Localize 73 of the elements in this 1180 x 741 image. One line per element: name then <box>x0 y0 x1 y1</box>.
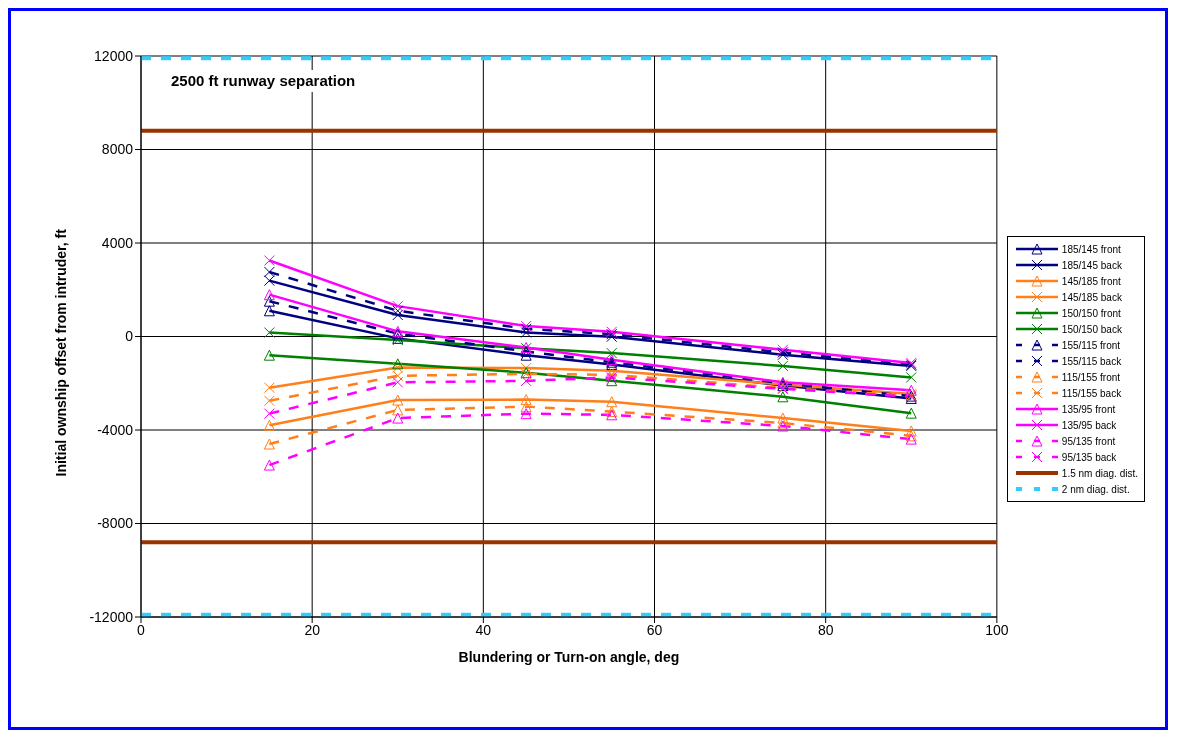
point <box>777 360 789 372</box>
legend-label: 185/145 front <box>1061 243 1121 255</box>
point <box>263 438 275 450</box>
y-tick-label: -12000 <box>89 608 134 625</box>
point <box>520 349 532 361</box>
x-axis-title: Blundering or Turn-on angle, deg <box>458 649 680 665</box>
x-tick-label: 20 <box>304 621 321 638</box>
point <box>606 347 618 359</box>
y-tick-label: 4000 <box>101 234 134 251</box>
point <box>392 404 404 416</box>
point <box>606 396 618 408</box>
y-axis-title: Initial ownship offset from intruder, ft <box>52 228 69 477</box>
point <box>263 305 275 317</box>
point <box>520 408 532 420</box>
point <box>606 375 618 387</box>
point <box>263 382 275 394</box>
point <box>777 391 789 403</box>
point <box>606 365 618 377</box>
point <box>263 266 275 278</box>
point <box>905 384 917 396</box>
legend-label: 95/135 back <box>1061 451 1117 463</box>
x-tick-label: 40 <box>475 621 492 638</box>
point <box>520 394 532 406</box>
legend-label: 145/185 front <box>1061 275 1121 287</box>
point <box>520 327 532 339</box>
legend-label: 115/155 front <box>1061 371 1121 383</box>
point <box>905 407 917 419</box>
y-tick-label: 12000 <box>94 47 134 64</box>
point <box>392 394 404 406</box>
legend-label: 155/115 back <box>1061 355 1122 367</box>
point <box>392 309 404 321</box>
x-tick-label: 100 <box>985 621 1009 638</box>
point <box>263 395 275 407</box>
point <box>392 358 404 370</box>
point <box>520 401 532 413</box>
legend-label: 135/95 front <box>1061 403 1116 415</box>
annotation: 2500 ft runway separation <box>171 72 356 89</box>
x-tick-label: 0 <box>137 621 146 638</box>
y-tick-label: -4000 <box>97 421 134 438</box>
point <box>520 375 532 387</box>
legend-label: 95/135 front <box>1061 435 1116 447</box>
point <box>263 419 275 431</box>
y-tick-label: 8000 <box>101 141 134 158</box>
point <box>263 295 275 307</box>
point <box>905 371 917 383</box>
x-tick-label: 80 <box>817 621 834 638</box>
point <box>263 349 275 361</box>
point <box>263 289 275 301</box>
point <box>905 425 917 437</box>
legend-label: 1.5 nm diag. dist. <box>1061 467 1138 479</box>
point <box>777 412 789 424</box>
legend-label: 115/155 back <box>1061 387 1122 399</box>
y-tick-label: 0 <box>125 328 134 345</box>
point <box>263 255 275 267</box>
point <box>392 412 404 424</box>
point <box>392 370 404 382</box>
legend-label: 155/115 front <box>1061 339 1121 351</box>
legend-label: 135/95 back <box>1061 419 1117 431</box>
legend-label: 2 nm diag. dist. <box>1061 483 1130 495</box>
legend-label: 145/185 back <box>1061 291 1122 303</box>
point <box>263 408 275 420</box>
point <box>392 362 404 374</box>
y-tick-label: -8000 <box>97 515 134 532</box>
point <box>263 327 275 339</box>
point <box>392 305 404 317</box>
point <box>392 300 404 312</box>
legend-label: 185/145 back <box>1061 259 1122 271</box>
point <box>263 275 275 287</box>
x-tick-label: 60 <box>646 621 663 638</box>
point <box>263 459 275 471</box>
legend-label: 150/150 front <box>1061 307 1121 319</box>
legend-label: 150/150 back <box>1061 323 1122 335</box>
point <box>392 376 404 388</box>
